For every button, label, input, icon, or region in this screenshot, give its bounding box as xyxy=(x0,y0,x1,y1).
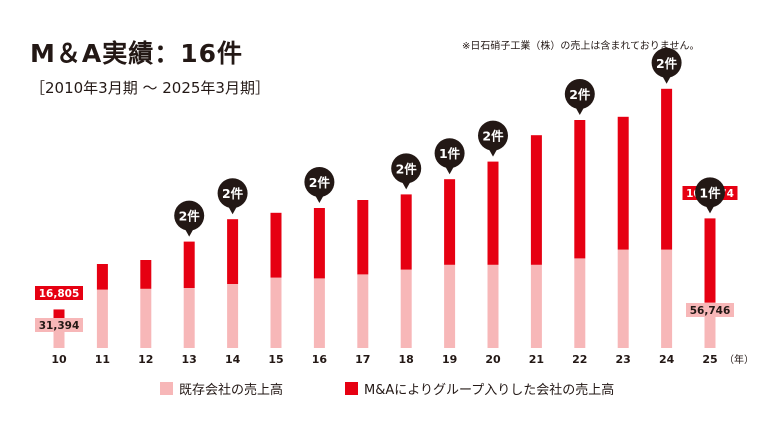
deal-callout-19-bubble xyxy=(434,138,465,169)
bar-existing-16 xyxy=(313,278,325,348)
deal-callout-22-pointer xyxy=(574,106,585,115)
x-tick-24: 24 xyxy=(659,353,675,366)
bar-existing-10 xyxy=(53,322,65,348)
value-label-first-mna-bg xyxy=(35,286,83,300)
deal-callout-16-pointer xyxy=(314,194,325,203)
bar-mna-12 xyxy=(140,260,152,289)
x-tick-25: 25 xyxy=(702,353,717,366)
bar-existing-11 xyxy=(96,289,108,348)
value-label-first-mna: 16,805 xyxy=(39,288,80,300)
bar-existing-23 xyxy=(617,249,629,348)
bar-existing-19 xyxy=(444,264,456,348)
bar-mna-21 xyxy=(530,135,542,265)
deal-callout-25-bubble xyxy=(695,177,725,208)
value-label-first-existing: 31,394 xyxy=(39,320,80,332)
bar-mna-11 xyxy=(96,264,108,290)
x-tick-19: 19 xyxy=(442,353,457,366)
bar-mna-25 xyxy=(704,218,716,303)
bar-existing-24 xyxy=(661,249,673,348)
bar-existing-17 xyxy=(357,274,369,348)
bar-existing-20 xyxy=(487,264,499,348)
bar-existing-25 xyxy=(704,302,716,348)
deal-callout-19-pointer xyxy=(444,165,455,175)
x-tick-14: 14 xyxy=(225,353,241,366)
value-label-last-existing: 56,746 xyxy=(690,305,731,317)
value-label-first-existing-bg xyxy=(35,318,83,332)
x-tick-10: 10 xyxy=(51,353,67,366)
deal-callout-18-label: 2件 xyxy=(396,161,418,176)
x-tick-11: 11 xyxy=(95,353,110,366)
deal-callout-20-bubble xyxy=(478,120,508,151)
chart-note: ※日石硝子工業（株）の売上は含まれておりません。 xyxy=(462,41,700,52)
value-label-last-existing-bg xyxy=(686,303,734,317)
deal-callout-14-label: 2件 xyxy=(222,186,244,201)
deal-callout-13-pointer xyxy=(184,227,195,237)
x-tick-13: 13 xyxy=(182,353,197,366)
bar-mna-15 xyxy=(270,212,282,278)
x-tick-17: 17 xyxy=(355,353,370,366)
deal-callout-24-pointer xyxy=(661,74,672,84)
bar-mna-24 xyxy=(661,88,673,250)
legend-swatch-existing xyxy=(160,382,173,395)
deal-callout-25-pointer xyxy=(705,204,715,214)
bar-mna-20 xyxy=(487,161,499,265)
bar-mna-16 xyxy=(313,208,325,279)
bar-mna-19 xyxy=(444,179,456,265)
x-unit-label: （年） xyxy=(724,353,754,366)
x-tick-15: 15 xyxy=(268,353,283,366)
bar-existing-15 xyxy=(270,277,282,348)
x-tick-22: 22 xyxy=(572,353,587,366)
x-tick-12: 12 xyxy=(138,353,153,366)
bar-existing-12 xyxy=(140,288,152,348)
deal-callout-20-label: 2件 xyxy=(482,129,504,144)
deal-callout-14-pointer xyxy=(227,205,238,215)
deal-callout-22-bubble xyxy=(564,79,595,109)
deal-callout-19-label: 1件 xyxy=(439,146,461,161)
deal-callout-24-bubble xyxy=(651,47,682,78)
x-tick-16: 16 xyxy=(312,353,328,366)
bar-mna-14 xyxy=(227,219,239,284)
bar-existing-14 xyxy=(227,284,239,348)
bar-existing-13 xyxy=(183,288,195,348)
deal-callout-13-label: 2件 xyxy=(179,209,201,224)
bar-mna-17 xyxy=(357,200,369,275)
deal-callout-18-pointer xyxy=(401,180,412,190)
deal-callout-16-bubble xyxy=(304,167,335,197)
bar-mna-23 xyxy=(617,116,629,250)
deal-callout-16-label: 2件 xyxy=(309,175,331,190)
chart-subtitle: ［2010年3月期 ～ 2025年3月期］ xyxy=(30,79,270,97)
bar-mna-10 xyxy=(53,309,65,323)
deal-callout-14-bubble xyxy=(217,178,248,209)
deal-callout-22-label: 2件 xyxy=(569,87,591,102)
legend-swatch-mna xyxy=(345,382,358,395)
legend-item-mna: M&Aによりグループ入りした会社の売上高 xyxy=(345,379,614,398)
bar-existing-22 xyxy=(574,258,586,348)
x-tick-23: 23 xyxy=(616,353,631,366)
deal-callout-25-label: 1件 xyxy=(699,185,721,200)
deal-callout-20-pointer xyxy=(488,147,498,157)
x-tick-21: 21 xyxy=(529,353,544,366)
bar-mna-22 xyxy=(574,120,586,259)
bar-mna-13 xyxy=(183,241,195,288)
x-tick-18: 18 xyxy=(399,353,414,366)
chart-title: M＆A実績：16件 xyxy=(30,39,244,68)
bar-existing-21 xyxy=(530,264,542,348)
legend-label-existing: 既存会社の売上高 xyxy=(179,383,284,398)
x-tick-20: 20 xyxy=(485,353,501,366)
deal-callout-18-bubble xyxy=(391,153,422,184)
bar-mna-18 xyxy=(400,194,412,270)
legend-label-mna: M&Aによりグループ入りした会社の売上高 xyxy=(364,383,615,398)
legend-item-existing: 既存会社の売上高 xyxy=(160,379,283,398)
deal-callout-24-label: 2件 xyxy=(656,56,678,71)
deal-callout-13-bubble xyxy=(174,200,205,231)
bar-existing-18 xyxy=(400,269,412,348)
